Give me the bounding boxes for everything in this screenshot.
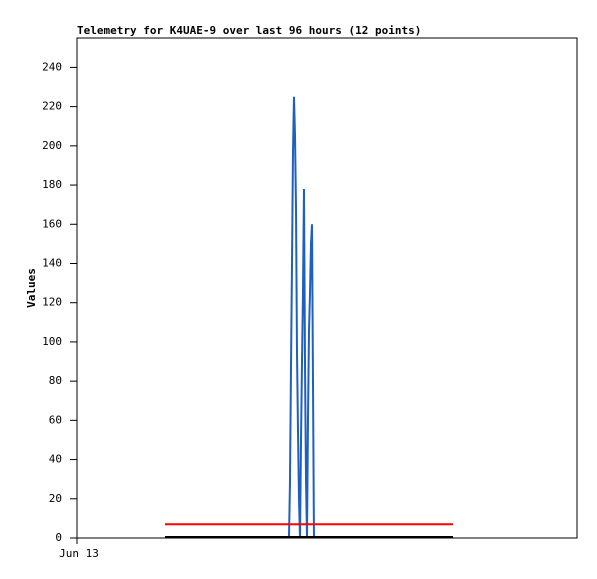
y-tick-label: 160 — [42, 217, 62, 230]
y-tick-label: 220 — [42, 100, 62, 113]
y-tick-label: 180 — [42, 178, 62, 191]
x-tick-label: Jun 13 — [59, 547, 99, 560]
series-line — [287, 96, 315, 539]
chart-title: Telemetry for K4UAE-9 over last 96 hours… — [77, 24, 421, 37]
y-tick-label: 80 — [49, 374, 62, 387]
y-tick-label: 140 — [42, 256, 62, 269]
y-tick-label: 20 — [49, 492, 62, 505]
y-tick-label: 60 — [49, 413, 62, 426]
y-tick-label: 120 — [42, 296, 62, 309]
y-tick-label: 100 — [42, 335, 62, 348]
plot-area — [76, 37, 578, 539]
y-tick-label: 40 — [49, 453, 62, 466]
y-tick-label: 0 — [55, 531, 62, 544]
y-tick-label: 240 — [42, 60, 62, 73]
y-axis-label: Values — [25, 268, 38, 308]
y-tick-label: 200 — [42, 139, 62, 152]
